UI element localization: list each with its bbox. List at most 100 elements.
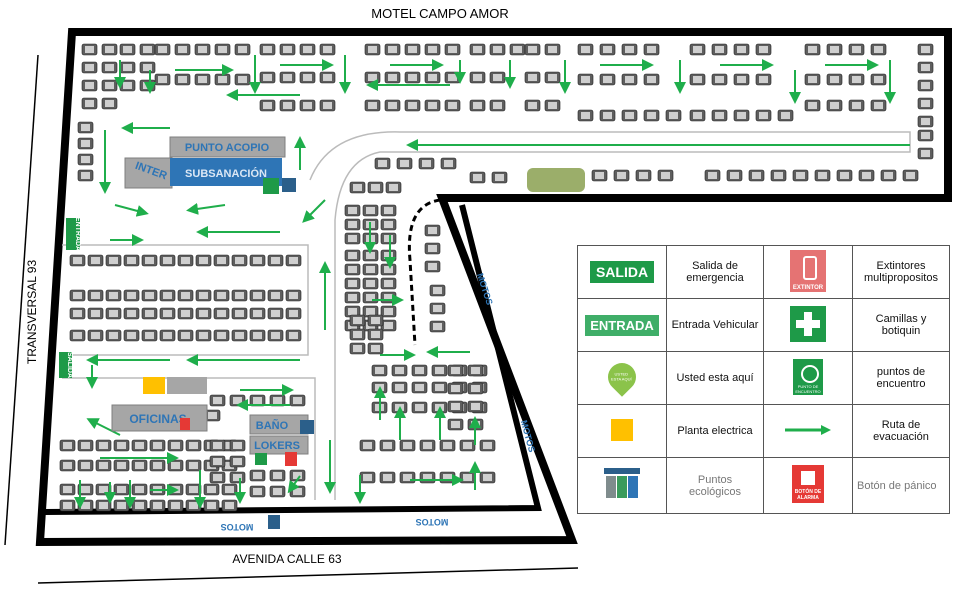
- car: [119, 79, 136, 92]
- car: [159, 307, 176, 320]
- car: [249, 485, 266, 498]
- car-window: [483, 474, 492, 481]
- car: [489, 99, 506, 112]
- car: [141, 254, 158, 267]
- car: [792, 169, 809, 182]
- car-window: [105, 64, 114, 71]
- car: [149, 459, 166, 472]
- car: [213, 307, 230, 320]
- car-window: [303, 46, 312, 53]
- car: [577, 73, 594, 86]
- car-window: [225, 442, 234, 449]
- motos-label: MOTOS: [221, 522, 254, 532]
- car-window: [218, 76, 227, 83]
- car: [229, 439, 246, 452]
- car-window: [109, 292, 118, 299]
- car: [380, 204, 397, 217]
- car-window: [473, 46, 482, 53]
- car-window: [759, 76, 768, 83]
- car: [249, 307, 266, 320]
- car-window: [693, 46, 702, 53]
- car-window: [581, 112, 590, 119]
- car: [231, 307, 248, 320]
- car-window: [153, 462, 162, 469]
- car-window: [759, 46, 768, 53]
- legend-label: Extintores multipropositos: [852, 245, 950, 299]
- car: [509, 43, 526, 56]
- evacuation-arrow: [114, 204, 149, 217]
- car-window: [73, 310, 82, 317]
- car-window: [395, 367, 404, 374]
- car-window: [647, 76, 656, 83]
- car: [159, 329, 176, 342]
- car-window: [581, 46, 590, 53]
- car-window: [471, 385, 480, 392]
- car: [733, 43, 750, 56]
- car: [917, 129, 934, 142]
- car-window: [81, 502, 90, 509]
- car: [234, 43, 251, 56]
- car: [154, 73, 171, 86]
- car: [870, 73, 887, 86]
- car-window: [818, 172, 827, 179]
- car-window: [289, 257, 298, 264]
- car-window: [353, 331, 362, 338]
- car-window: [368, 102, 377, 109]
- car-window: [63, 486, 72, 493]
- car: [424, 260, 441, 273]
- car: [349, 342, 366, 355]
- car-window: [428, 227, 437, 234]
- car: [689, 43, 706, 56]
- car-window: [117, 442, 126, 449]
- car: [689, 73, 706, 86]
- car: [131, 499, 148, 512]
- car-window: [235, 332, 244, 339]
- car: [380, 249, 397, 262]
- car-window: [388, 74, 397, 81]
- car-window: [384, 280, 393, 287]
- car-window: [181, 310, 190, 317]
- car: [704, 169, 721, 182]
- car-window: [603, 112, 612, 119]
- car-window: [693, 112, 702, 119]
- car-window: [73, 332, 82, 339]
- car-window: [493, 46, 502, 53]
- car: [259, 99, 276, 112]
- car-window: [471, 367, 480, 374]
- car: [419, 471, 436, 484]
- car-window: [548, 102, 557, 109]
- car-window: [91, 310, 100, 317]
- car-window: [213, 442, 222, 449]
- car-window: [384, 322, 393, 329]
- car-window: [921, 46, 930, 53]
- car: [770, 169, 787, 182]
- car-window: [213, 474, 222, 481]
- car: [119, 43, 136, 56]
- car-window: [368, 46, 377, 53]
- car: [665, 109, 682, 122]
- car-window: [388, 46, 397, 53]
- car-window: [448, 74, 457, 81]
- car: [203, 499, 220, 512]
- car-window: [378, 160, 387, 167]
- car: [249, 329, 266, 342]
- car: [203, 483, 220, 496]
- car: [391, 381, 408, 394]
- car: [804, 99, 821, 112]
- car-window: [99, 442, 108, 449]
- car: [259, 43, 276, 56]
- car: [185, 499, 202, 512]
- evacuation-arrow: [186, 202, 226, 215]
- car: [344, 204, 361, 217]
- legend-icon: [577, 404, 667, 458]
- car: [149, 439, 166, 452]
- car-window: [253, 292, 262, 299]
- car: [380, 291, 397, 304]
- car: [544, 99, 561, 112]
- car-window: [81, 156, 90, 163]
- car: [209, 394, 226, 407]
- car: [848, 73, 865, 86]
- legend-label: Salida de emergencia: [666, 245, 764, 299]
- legend-icon: [763, 404, 853, 458]
